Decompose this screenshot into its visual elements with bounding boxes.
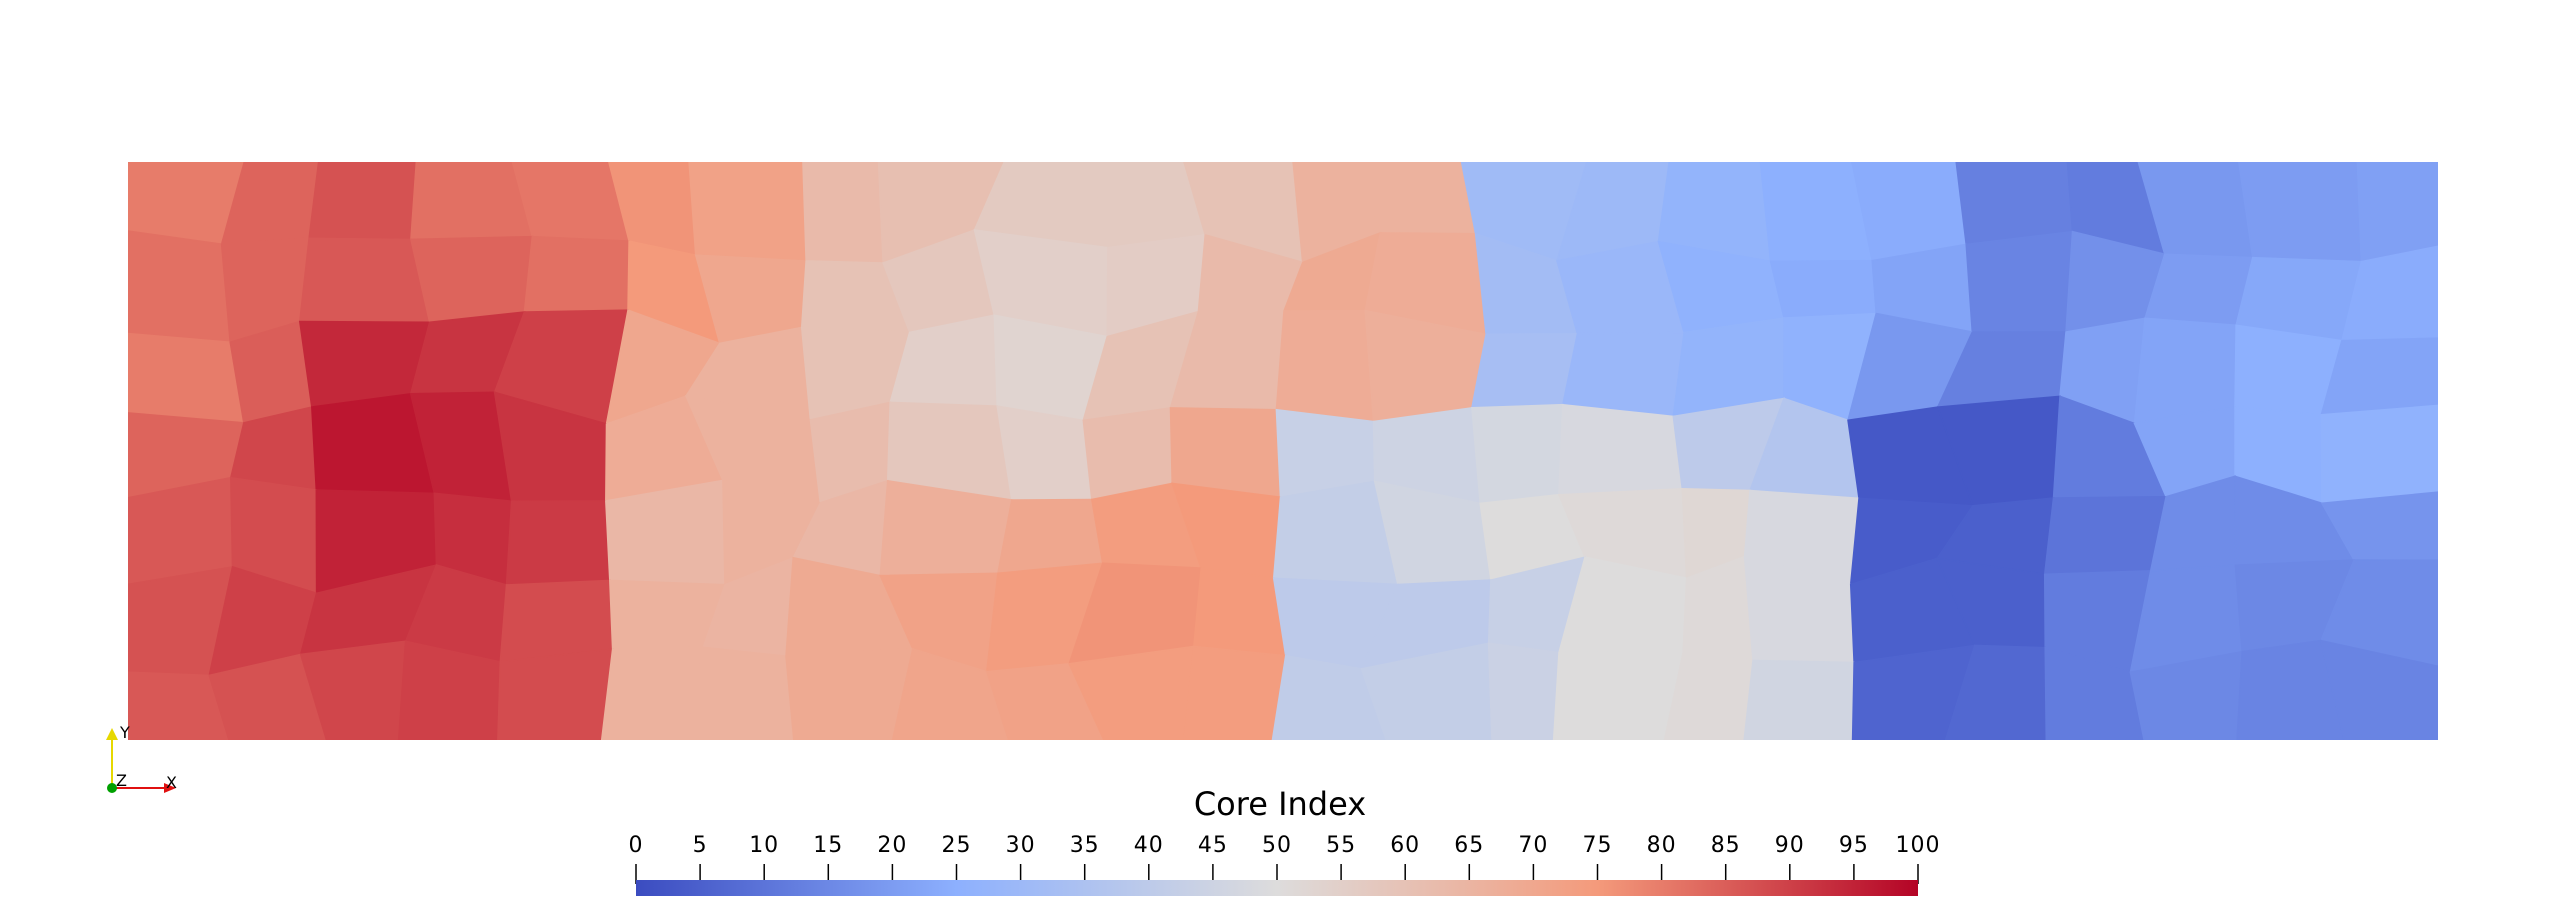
partition-cells: [128, 162, 2438, 740]
partition-cell: [128, 332, 245, 424]
partition-cell: [298, 237, 431, 323]
scalar-bar-tick-label: 90: [1775, 833, 1805, 858]
z-axis-dot-icon: [107, 783, 117, 793]
partition-cell: [409, 235, 534, 324]
x-axis-arrow-icon: [164, 783, 176, 793]
partition-cell: [299, 640, 407, 740]
partition-cell: [505, 500, 611, 586]
partition-cell: [1955, 162, 2074, 246]
scalar-bar-gradient: [636, 880, 1918, 896]
partition-cell: [1851, 644, 1976, 740]
partition-cell: [1944, 644, 2048, 740]
partition-cell: [2129, 650, 2244, 740]
partition-cell: [2319, 559, 2438, 668]
partition-cell: [996, 405, 1093, 501]
partition-cell: [985, 663, 1105, 740]
y-axis-arrow-icon: [106, 728, 118, 740]
partition-cell: [308, 162, 418, 241]
scalar-bar-tick-label: 25: [942, 833, 972, 858]
partition-cell: [1275, 309, 1375, 423]
partition-cell: [996, 498, 1104, 575]
partition-cell: [2236, 639, 2345, 740]
partition-cell: [497, 648, 614, 740]
partition-cell: [1487, 642, 1560, 740]
partition-cell: [1552, 651, 1685, 740]
partition-cell: [1471, 403, 1564, 505]
partition-cell: [2144, 253, 2254, 326]
partition-cell: [128, 230, 232, 344]
scalar-bar-tick-label: 80: [1647, 833, 1677, 858]
partition-cell: [397, 640, 502, 740]
partition-cell: [2340, 245, 2438, 342]
partition-cell: [1470, 332, 1579, 409]
partition-cell: [2319, 639, 2438, 740]
partition-cell: [208, 653, 328, 740]
partition-cell: [785, 647, 914, 740]
partition-cell: [1271, 654, 1388, 740]
scalar-bar-tick-label: 30: [1006, 833, 1036, 858]
scalar-bar-tick-label: 15: [813, 833, 843, 858]
partition-cell: [128, 671, 230, 740]
partition-cell: [1663, 651, 1754, 740]
partition-cell: [2320, 491, 2438, 562]
scalar-bar-tick-label: 95: [1839, 833, 1869, 858]
scalar-bar-tick-label: 40: [1134, 833, 1164, 858]
scalar-bar-tick-labels: 0 5 10 15 20 25 30 35 40 45 50 55 60 65 70 75 80 85 90 95 10…: [629, 833, 1941, 858]
scalar-bar-tick-label: 75: [1583, 833, 1613, 858]
y-axis-label: Y: [119, 723, 130, 742]
partition-cell: [1769, 259, 1878, 319]
partition-cell: [1360, 642, 1493, 740]
partition-cell: [1851, 162, 1968, 262]
partition-cell: [2238, 162, 2363, 263]
scalar-bar-tick-label: 35: [1070, 833, 1100, 858]
scalar-bar-tick-label: 20: [877, 833, 907, 858]
scalar-bar-title: Core Index: [1194, 785, 1366, 823]
scalar-bar-tick-label: 70: [1518, 833, 1548, 858]
partition-cell: [685, 646, 795, 740]
partition-cell: [1558, 403, 1684, 496]
partition-cell: [2320, 404, 2438, 505]
scalar-bar-tick-label: 85: [1711, 833, 1741, 858]
scalar-bar-tick-label: 45: [1198, 833, 1228, 858]
scalar-bar-tick-label: 65: [1454, 833, 1484, 858]
partition-cell: [2356, 162, 2438, 263]
partition-cell: [2133, 317, 2237, 425]
scalar-bar-tick-label: 55: [1326, 833, 1356, 858]
partition-cell: [1359, 162, 1477, 235]
partition-cell: [688, 162, 807, 262]
scalar-bar-tick-label: 60: [1390, 833, 1420, 858]
scalar-bar-tick-label: 5: [693, 833, 708, 858]
scalar-bar-tick-label: 100: [1896, 833, 1941, 858]
partition-cell: [1068, 645, 1195, 740]
partition-cell: [2320, 337, 2438, 416]
partition-cell: [802, 162, 884, 264]
partition-cell: [499, 579, 614, 663]
partition-cell: [1561, 331, 1685, 418]
partition-cell: [523, 235, 630, 313]
x-axis-label: X: [166, 773, 177, 792]
partition-cell: [891, 647, 1010, 740]
scalar-bar-tick-label: 50: [1262, 833, 1292, 858]
partition-cell: [2043, 495, 2168, 576]
partition-cell: [1743, 659, 1855, 740]
partition-cell: [1965, 230, 2074, 333]
scalar-bar-tick-label: 0: [629, 833, 644, 858]
partition-cell: [1183, 645, 1287, 740]
orientation-axes: Y X Z: [106, 723, 177, 793]
z-axis-label: Z: [116, 771, 127, 790]
partition-cell: [2044, 646, 2145, 740]
scalar-bar-tick-label: 10: [749, 833, 779, 858]
partition-cell: [600, 646, 705, 740]
partition-cell: [1169, 407, 1282, 499]
partition-cell: [1192, 567, 1287, 657]
